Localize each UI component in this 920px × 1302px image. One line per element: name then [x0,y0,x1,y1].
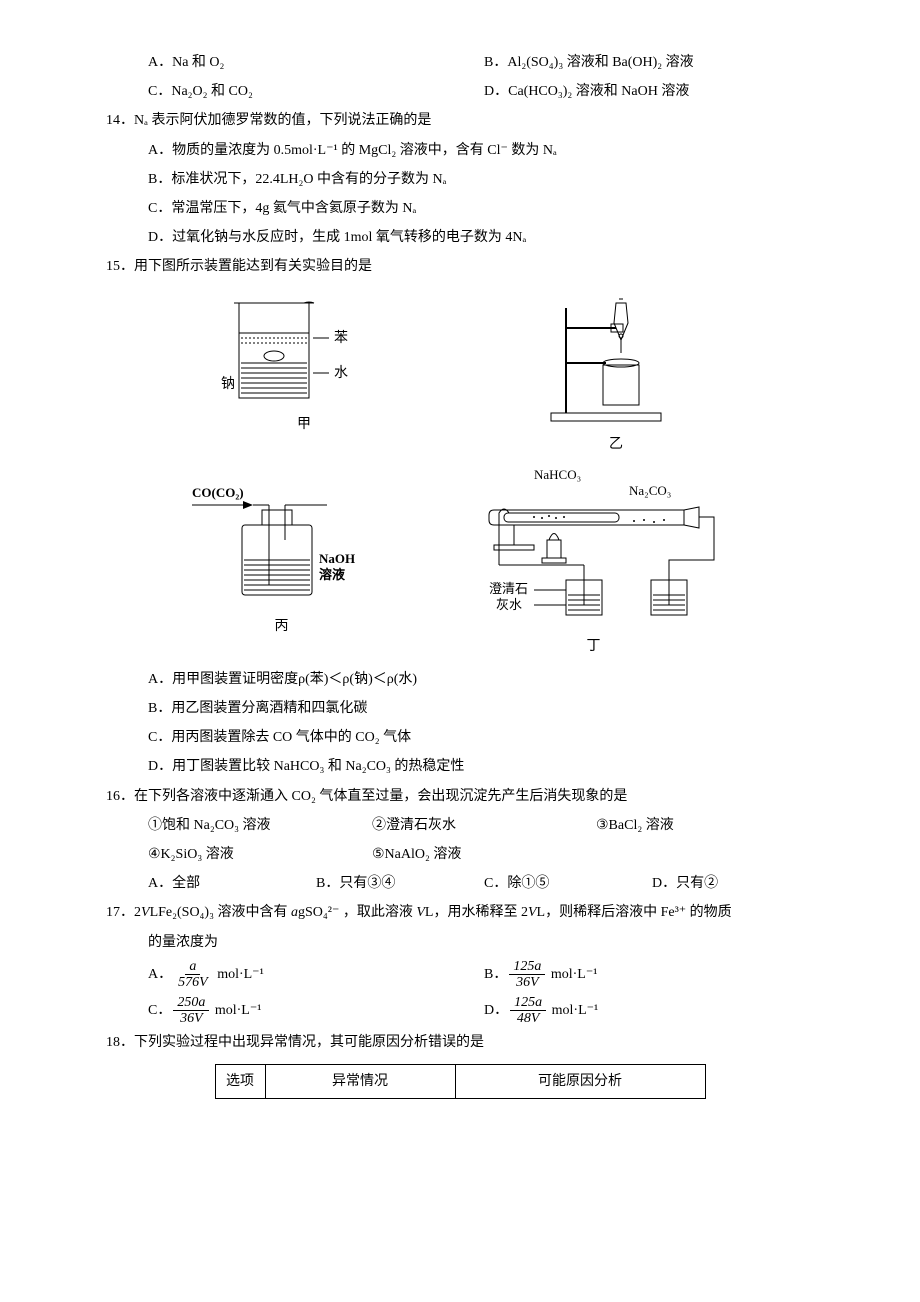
label-solution: 溶液 [319,567,345,582]
q16-item4: ④K₂SiO₃ 溶液 [148,842,372,867]
label-na: 钠 [221,376,235,392]
q17d-num: 125a [510,995,546,1011]
q13-optA: A．Na 和 O₂ [148,50,484,75]
q17-optB: B．125a36V mol·L⁻¹ [484,959,820,991]
q16-stem: 16．在下列各溶液中逐渐通入 CO₂ 气体直至过量，会出现沉淀先产生后消失现象的… [106,784,820,809]
q17d-unit: mol·L⁻¹ [548,1003,598,1018]
q15-diagram2: 乙 [531,288,701,457]
q17-l: L，用水稀释至 2 [425,905,528,920]
q17-end: L，则稀释后溶液中 Fe³⁺ 的物质 [537,905,732,920]
label-limewater2: 灰水 [496,597,522,612]
q17-v2: V [416,905,425,920]
label-benzene: 苯 [334,329,348,346]
q15-caption4: 丁 [587,634,601,659]
q16-items-row1: ①饱和 Na₂CO₃ 溶液 ②澄清石灰水 ③BaCl₂ 溶液 [148,813,820,838]
heat-compare-icon: NaHCO₃ Na₂CO₃ [454,465,734,630]
q16-item5: ⑤NaAlO₂ 溶液 [372,842,596,867]
q16-items-row2: ④K₂SiO₃ 溶液 ⑤NaAlO₂ 溶液 [148,842,820,867]
q13-row2: C．Na₂O₂ 和 CO₂ D．Ca(HCO₃)₂ 溶液和 NaOH 溶液 [148,79,820,104]
q14-optB: B．标准状况下，22.4LH₂O 中含有的分子数为 Nₐ [148,167,820,192]
q16-item3: ③BaCl₂ 溶液 [596,813,820,838]
q17-optA: A．a576V mol·L⁻¹ [148,959,484,991]
beaker-icon: 苯 水 钠 [219,288,389,408]
label-naoh: NaOH [319,551,355,566]
q17-optC: C．250a36V mol·L⁻¹ [148,995,484,1027]
apparatus-icon [531,288,701,428]
q15-caption3: 丙 [275,614,289,639]
q13-optC: C．Na₂O₂ 和 CO₂ [148,79,484,104]
q15-caption1: 甲 [297,412,311,437]
q18-th2: 异常情况 [265,1064,455,1098]
label-limewater1: 澄清石 [489,581,528,596]
q18-th3: 可能原因分析 [455,1064,705,1098]
q13-row1: A．Na 和 O₂ B．Al₂(SO₄)₃ 溶液和 Ba(OH)₂ 溶液 [148,50,820,75]
q17-row1: A．a576V mol·L⁻¹ B．125a36V mol·L⁻¹ [148,959,820,991]
q15-diagram-row1: 苯 水 钠 甲 乙 [148,288,772,457]
q14-optC: C．常温常压下，4g 氦气中含氦原子数为 Nₐ [148,196,820,221]
label-co-co2: CO(CO₂) [192,485,244,500]
q14-optD: D．过氧化钠与水反应时，生成 1mol 氧气转移的电子数为 4Nₐ [148,225,820,250]
q15-optC: C．用丙图装置除去 CO 气体中的 CO₂ 气体 [148,725,820,750]
q17-v1: V [141,905,150,920]
q15-diagram4: NaHCO₃ Na₂CO₃ [454,465,734,659]
q17-stem2: 的量浓度为 [148,930,820,955]
q17b-den: 36V [512,975,543,990]
q14-optA: A．物质的量浓度为 0.5mol·L⁻¹ 的 MgCl₂ 溶液中，含有 Cl⁻ … [148,138,820,163]
q16-optB: B．只有③④ [316,871,484,896]
q17-gso: gSO₄²⁻ ，取此溶液 [298,905,416,920]
q18-table: 选项 异常情况 可能原因分析 [215,1064,706,1099]
q17-optD: D．125a48V mol·L⁻¹ [484,995,820,1027]
q14-stem: 14．Nₐ 表示阿伏加德罗常数的值，下列说法正确的是 [106,108,820,133]
q15-diagram3: CO(CO₂) NaOH 溶液 丙 [187,465,377,659]
q15-optA: A．用甲图装置证明密度ρ(苯)＜ρ(钠)＜ρ(水) [148,667,820,692]
q16-opts: A．全部 B．只有③④ C．除①⑤ D．只有② [148,871,820,896]
q17c-unit: mol·L⁻¹ [211,1003,261,1018]
q17d-den: 48V [513,1011,544,1026]
q18-stem: 18．下列实验过程中出现异常情况，其可能原因分析错误的是 [106,1030,820,1055]
q16-optA: A．全部 [148,871,316,896]
q17-stem: 17．2VLFe₂(SO₄)₃ 溶液中含有 agSO₄²⁻ ，取此溶液 VL，用… [106,900,820,925]
label-nahco3: NaHCO₃ [534,467,581,482]
q17b-unit: mol·L⁻¹ [547,967,597,982]
q17b-num: 125a [509,959,545,975]
q16-optD: D．只有② [652,871,820,896]
q17a-num: a [185,959,200,975]
q17-mid: LFe₂(SO₄)₃ 溶液中含有 [150,905,291,920]
q17c-den: 36V [176,1011,207,1026]
q13-optB: B．Al₂(SO₄)₃ 溶液和 Ba(OH)₂ 溶液 [484,50,820,75]
q15-caption2: 乙 [609,432,623,457]
q17-row2: C．250a36V mol·L⁻¹ D．125a48V mol·L⁻¹ [148,995,820,1027]
q16-optC: C．除①⑤ [484,871,652,896]
q15-diagram1: 苯 水 钠 甲 [219,288,389,457]
q15-diagram-row2: CO(CO₂) NaOH 溶液 丙 [148,465,772,659]
q16-item2: ②澄清石灰水 [372,813,596,838]
q17c-num: 250a [173,995,209,1011]
q17a-den: 576V [174,975,212,990]
label-water: 水 [334,365,348,381]
q16-item1: ①饱和 Na₂CO₃ 溶液 [148,813,372,838]
q15-optB: B．用乙图装置分离酒精和四氯化碳 [148,696,820,721]
label-na2co3: Na₂CO₃ [629,483,671,498]
q17a-unit: mol·L⁻¹ [214,967,264,982]
q15-stem: 15．用下图所示装置能达到有关实验目的是 [106,254,820,279]
gas-wash-icon: CO(CO₂) NaOH 溶液 [187,465,377,610]
q17-a: a [291,905,298,920]
q17-pre: 17．2 [106,905,141,920]
q18-th1: 选项 [215,1064,265,1098]
q13-optD: D．Ca(HCO₃)₂ 溶液和 NaOH 溶液 [484,79,820,104]
q17-v3: V [528,905,537,920]
table-row: 选项 异常情况 可能原因分析 [215,1064,705,1098]
q15-optD: D．用丁图装置比较 NaHCO₃ 和 Na₂CO₃ 的热稳定性 [148,754,820,779]
